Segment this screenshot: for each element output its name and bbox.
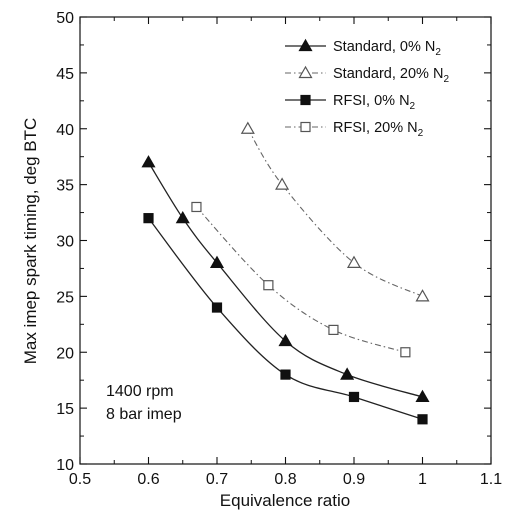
data-point [346, 255, 362, 268]
data-point [191, 201, 202, 213]
legend-subscript: 2 [443, 74, 449, 85]
x-tick-label: 0.9 [343, 471, 365, 488]
y-tick-label: 35 [56, 178, 74, 195]
data-point [211, 302, 223, 313]
legend-marker [298, 65, 313, 79]
y-tick-label: 25 [56, 289, 74, 306]
data-point [328, 324, 339, 335]
annotation-block: 1400 rpm 8 bar imep [106, 383, 182, 423]
x-tick-label: 1 [418, 471, 427, 488]
data-point [400, 347, 411, 358]
legend-marker [300, 121, 311, 133]
data-point [143, 213, 154, 224]
y-tick-label: 10 [56, 457, 74, 474]
series-line [147, 217, 423, 420]
data-point [280, 369, 291, 380]
series-2 [240, 121, 430, 302]
legend-label: Standard, 20% N2 [333, 66, 449, 85]
data-point [278, 333, 293, 347]
annotation-imep: 8 bar imep [106, 406, 182, 423]
series-line [247, 128, 423, 297]
axes: 0.5 0.6 0.7 0.8 0.9 1 1.1 10 15 20 25 30 35 40 45 50 [56, 10, 502, 488]
x-tick-label: 0.8 [274, 471, 296, 488]
x-tick-label: 0.7 [206, 471, 228, 488]
data-point [209, 255, 225, 268]
y-tick-label: 45 [56, 66, 74, 83]
data-point [141, 155, 156, 168]
series-line [196, 206, 406, 353]
legend-marker [298, 38, 313, 52]
y-tick-label: 30 [56, 234, 74, 251]
series-line [147, 161, 423, 398]
x-axis-title: Equivalence ratio [220, 491, 350, 510]
x-tick-label: 1.1 [480, 471, 502, 488]
y-tick-label: 15 [56, 401, 74, 418]
data-point [263, 280, 274, 291]
annotation-rpm: 1400 rpm [106, 383, 174, 400]
data-point [348, 391, 360, 403]
series-1 [141, 155, 430, 403]
legend-subscript: 2 [418, 128, 424, 139]
data-point [275, 177, 290, 190]
legend-label: RFSI, 0% N2 [333, 93, 416, 112]
y-tick-label: 50 [56, 10, 74, 27]
data-point [417, 414, 428, 425]
data-point [415, 389, 430, 403]
series-layer [141, 121, 430, 425]
y-axis-title: Max imep spark timing, deg BTC [21, 118, 40, 365]
legend-marker [300, 94, 311, 106]
y-tick-label: 40 [56, 122, 74, 139]
legend-subscript: 2 [410, 101, 416, 112]
x-tick-label: 0.5 [69, 471, 91, 488]
legend: Standard, 0% N2 Standard, 20% N2 RFSI, 0% … [285, 38, 449, 139]
series-3 [143, 213, 428, 425]
legend-label: Standard, 0% N2 [333, 39, 441, 58]
x-tick-label: 0.6 [137, 471, 159, 488]
legend-subscript: 2 [435, 47, 441, 58]
legend-label: RFSI, 20% N2 [333, 120, 424, 139]
series-4 [191, 201, 411, 358]
data-point [415, 289, 430, 302]
y-tick-label: 20 [56, 345, 74, 362]
data-point [340, 367, 355, 380]
data-point [175, 210, 190, 224]
data-point [240, 121, 255, 134]
